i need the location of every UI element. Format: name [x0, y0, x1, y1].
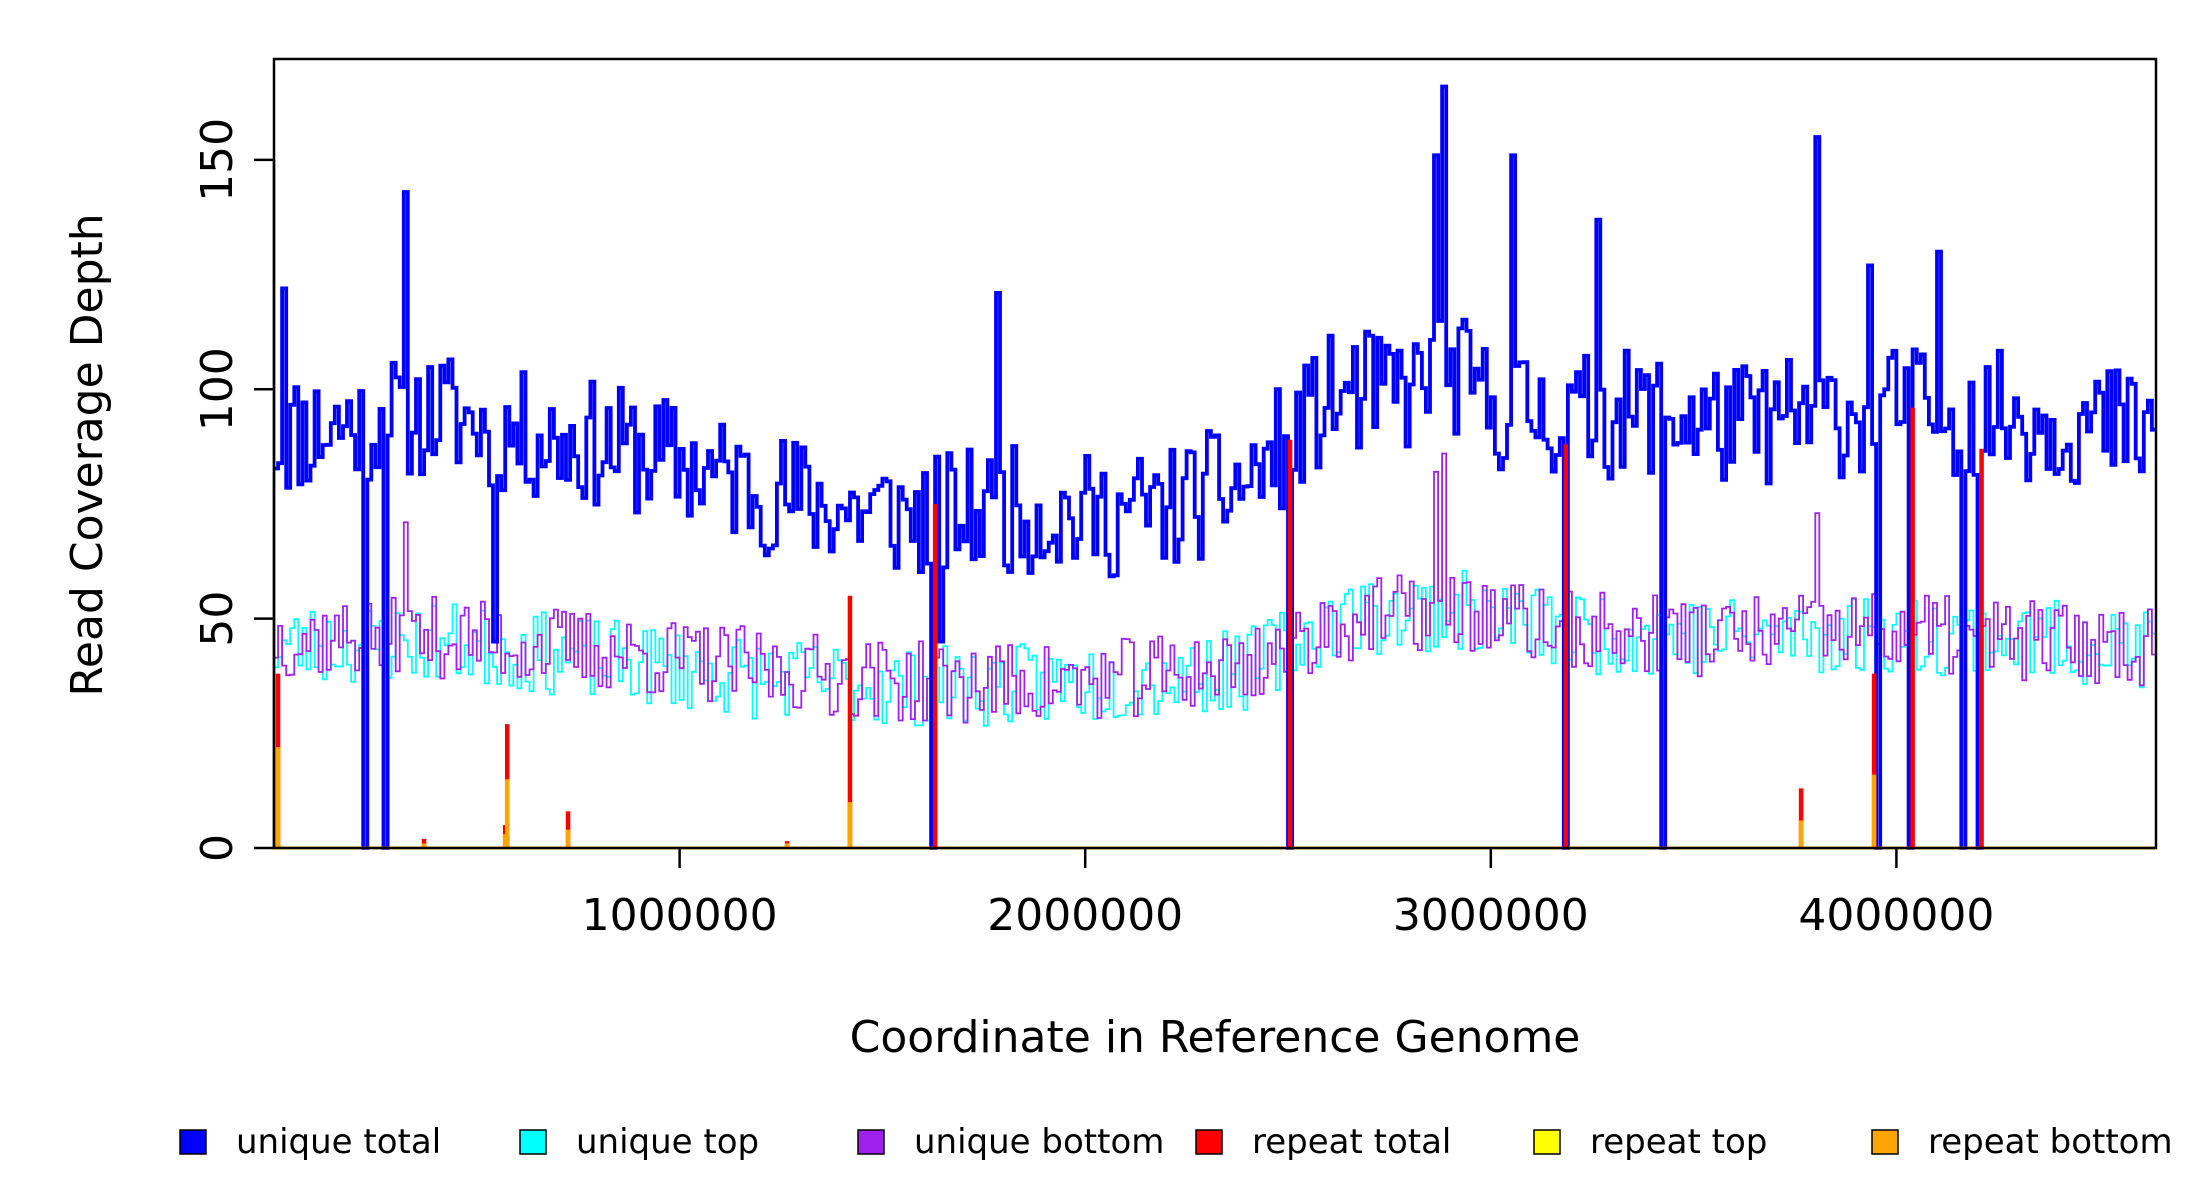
legend-label: unique top — [576, 1122, 759, 1162]
legend-swatch — [519, 1129, 547, 1155]
series-repeat-bottom — [275, 747, 1877, 848]
legend-swatch — [1871, 1129, 1899, 1155]
x-tick-label: 3000000 — [1393, 890, 1589, 941]
y-tick-label: 50 — [192, 591, 243, 647]
legend-label: unique bottom — [914, 1122, 1164, 1162]
legend-item-repeat-total: repeat total — [1195, 1122, 1451, 1162]
legend-item-unique-top: unique top — [519, 1122, 759, 1162]
x-tick-label: 2000000 — [987, 890, 1183, 941]
x-axis-title: Coordinate in Reference Genome — [850, 1012, 1581, 1063]
legend-item-unique-total: unique total — [179, 1122, 441, 1162]
legend-swatch — [1195, 1129, 1223, 1155]
y-tick-label: 0 — [192, 834, 243, 862]
legend-swatch — [179, 1129, 207, 1155]
y-axis-title: Read Coverage Depth — [62, 213, 113, 696]
legend-label: unique total — [236, 1122, 441, 1162]
legend: unique total unique top unique bottom repea… — [179, 1122, 2173, 1162]
legend-swatch — [857, 1129, 885, 1155]
y-tick-label: 150 — [192, 118, 243, 202]
x-axis: 1000000 2000000 3000000 4000000 — [582, 848, 1994, 941]
y-axis: 0 50 100 150 — [192, 118, 276, 862]
legend-label: repeat bottom — [1928, 1122, 2173, 1162]
legend-label: repeat top — [1590, 1122, 1767, 1162]
x-tick-label: 4000000 — [1798, 890, 1994, 941]
legend-label: repeat total — [1252, 1122, 1451, 1162]
series-unique-total — [274, 84, 2156, 850]
legend-item-repeat-bottom: repeat bottom — [1871, 1122, 2173, 1162]
x-tick-label: 1000000 — [582, 890, 778, 941]
legend-swatch — [1533, 1129, 1561, 1155]
series-unique-bottom — [274, 452, 2156, 849]
legend-item-repeat-top: repeat top — [1533, 1122, 1767, 1162]
series-layer — [274, 84, 2156, 850]
legend-item-unique-bottom: unique bottom — [857, 1122, 1164, 1162]
y-tick-label: 100 — [192, 347, 243, 431]
